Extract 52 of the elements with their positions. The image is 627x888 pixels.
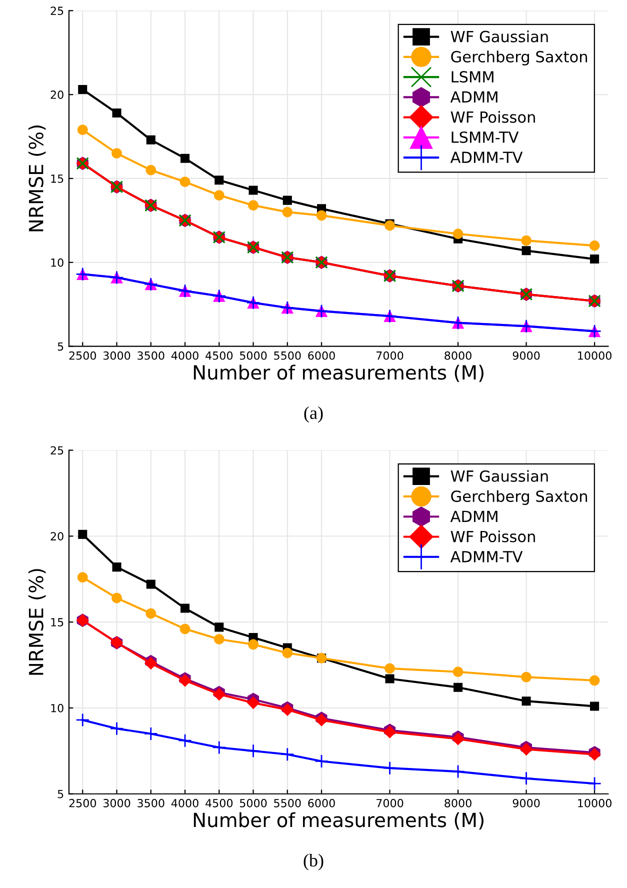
legend-label: ADMM	[450, 91, 498, 103]
y-tick-label: 15	[51, 618, 64, 626]
legend-label: LSMM-TV	[452, 131, 519, 144]
legend-label: WF Gaussian	[450, 30, 548, 42]
x-tick-label: 3500	[138, 351, 164, 360]
x-tick-label: 4500	[206, 351, 233, 360]
y-tick-label: 20	[50, 532, 64, 541]
legend-label: ADMM	[450, 510, 498, 522]
y-axis-title: NRMSE (%)	[28, 126, 46, 232]
legend-label: LSMM	[452, 71, 494, 83]
x-tick-label: 6000	[308, 798, 335, 808]
x-tick-label: 4500	[206, 798, 233, 808]
x-tick-label: 5500	[274, 798, 301, 808]
x-tick-label: 2500	[69, 351, 96, 360]
x-tick-label: 6000	[308, 351, 335, 360]
x-axis-title: Number of measurements (M)	[194, 812, 484, 830]
y-tick-label: 10	[51, 704, 64, 712]
x-tick-label: 4000	[171, 351, 198, 360]
y-tick-label: 10	[51, 258, 64, 267]
y-tick-label: 25	[50, 446, 64, 455]
text: (b)	[304, 854, 324, 870]
x-tick-label: 5500	[274, 351, 301, 360]
y-axis-title: NRMSE (%)	[28, 569, 46, 675]
y-tick-label: 20	[50, 90, 64, 99]
x-tick-label: 5000	[240, 351, 267, 360]
y-tick-label: 5	[58, 790, 64, 798]
legend-label: Gerchberg Saxton	[451, 50, 588, 66]
x-tick-label: 10000	[578, 351, 612, 360]
x-tick-label: 10000	[578, 798, 612, 808]
legend-label: WF Gaussian	[450, 470, 548, 482]
x-tick-label: 2500	[69, 798, 96, 808]
x-tick-label: 3000	[103, 798, 130, 808]
x-tick-label: 3000	[103, 351, 130, 360]
legend-label: WF Poisson	[450, 530, 535, 542]
y-tick-label: 5	[58, 342, 64, 351]
y-tick-label: 25	[50, 6, 64, 16]
legend-label: ADMM-TV	[450, 551, 523, 562]
x-tick-label: 5000	[240, 798, 267, 808]
x-tick-label: 7000	[376, 798, 404, 808]
text: (a)	[304, 406, 323, 423]
x-axis-title: Number of measurements (M)	[194, 364, 484, 382]
legend-label: ADMM-TV	[450, 152, 523, 163]
legend-label: Gerchberg Saxton	[451, 490, 588, 505]
x-tick-label: 9000	[512, 351, 540, 360]
x-tick-label: 7000	[376, 351, 404, 360]
x-tick-label: 3500	[138, 798, 164, 808]
x-tick-label: 8000	[444, 798, 472, 808]
x-tick-label: 9000	[512, 798, 540, 808]
legend-label: WF Poisson	[450, 111, 535, 123]
x-tick-label: 8000	[444, 351, 472, 360]
x-tick-label: 4000	[171, 798, 198, 808]
y-tick-label: 15	[51, 174, 64, 183]
